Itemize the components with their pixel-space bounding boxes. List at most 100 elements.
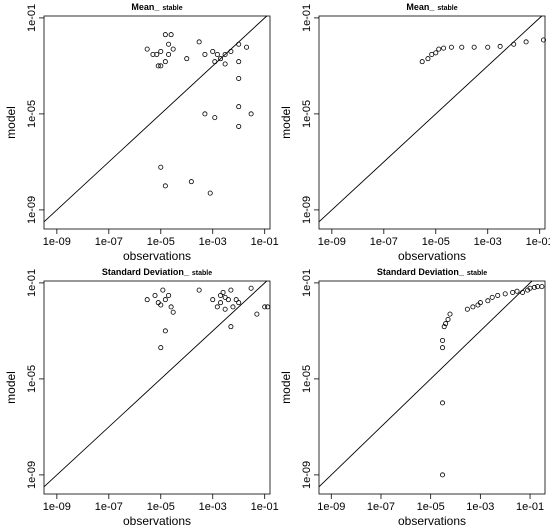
point [228, 287, 234, 293]
point [210, 48, 216, 54]
y-tick-label: 1e-01 [26, 269, 38, 297]
x-tick-label: 1e-03 [466, 501, 494, 513]
point [144, 297, 150, 303]
point [222, 294, 228, 300]
point [475, 302, 481, 308]
point [222, 306, 228, 312]
y-tick-label: 1e-09 [26, 461, 38, 489]
point [502, 291, 508, 297]
x-tick-label: 1e-07 [95, 236, 123, 248]
point [158, 164, 164, 170]
x-tick-label: 1e-07 [370, 236, 398, 248]
point [497, 43, 503, 49]
point [158, 302, 164, 308]
x-tick-label: 1e-05 [147, 501, 175, 513]
panel-title: Mean_ stable [406, 2, 457, 12]
point [236, 41, 242, 47]
x-tick-label: 1e-01 [251, 236, 279, 248]
point [441, 45, 447, 51]
point [228, 48, 234, 54]
point [520, 289, 526, 295]
point [248, 285, 254, 291]
point [188, 179, 194, 185]
point [220, 289, 226, 295]
point [218, 292, 224, 298]
point [540, 37, 546, 43]
point [144, 46, 150, 52]
point [485, 44, 491, 50]
point [170, 46, 176, 52]
point [170, 309, 176, 315]
point [236, 300, 242, 306]
y-axis-label: model [4, 106, 18, 139]
plot-box [43, 280, 271, 495]
point [447, 311, 453, 317]
point [152, 292, 158, 298]
point [419, 59, 425, 65]
point [464, 306, 470, 312]
y-tick-label: 1e-05 [301, 365, 313, 393]
point [429, 51, 435, 57]
x-tick-label: 1e-05 [417, 501, 445, 513]
y-tick-label: 1e-05 [26, 365, 38, 393]
y-axis-label: model [279, 371, 293, 404]
x-tick-label: 1e-09 [318, 236, 346, 248]
x-tick-label: 1e-01 [516, 501, 544, 513]
y-tick-label: 1e-01 [301, 4, 313, 32]
x-tick-label: 1e-09 [317, 501, 345, 513]
point [236, 104, 242, 110]
point [539, 284, 545, 290]
point [168, 32, 174, 38]
plot-box [318, 15, 546, 230]
x-axis-label: observations [123, 249, 191, 263]
point [202, 111, 208, 117]
panel: Standard Deviation_ stable 1e-09 1e-07 1e-05… [4, 267, 279, 528]
point [212, 115, 218, 121]
x-tick-label: 1e-05 [147, 236, 175, 248]
point [443, 321, 449, 327]
point [265, 304, 271, 310]
point [440, 400, 446, 406]
point [433, 50, 439, 56]
x-tick-label: 1e-09 [43, 501, 71, 513]
point [445, 316, 451, 322]
point [168, 304, 174, 310]
point [210, 297, 216, 303]
point [207, 190, 213, 196]
point [162, 297, 168, 303]
point [510, 289, 516, 295]
point [244, 44, 250, 50]
point [440, 337, 446, 343]
point [196, 287, 202, 293]
point [166, 51, 172, 57]
point [441, 324, 447, 330]
point [222, 51, 228, 57]
point [166, 292, 172, 298]
title-main: Mean_ [131, 2, 160, 12]
point [236, 75, 242, 81]
point [485, 298, 491, 304]
point [202, 51, 208, 57]
x-tick-label: 1e-01 [251, 501, 279, 513]
panel-title: Standard Deviation_ stable [102, 267, 212, 277]
point [222, 61, 228, 67]
point [214, 51, 220, 57]
point [214, 304, 220, 310]
point [470, 304, 476, 310]
y-tick-label: 1e-09 [301, 196, 313, 224]
y-axis-label: model [279, 106, 293, 139]
point [471, 44, 477, 50]
panel: Standard Deviation_ stable 1e-09 1e-07 1e-05… [279, 267, 546, 528]
point [531, 284, 537, 290]
x-tick-label: 1e-09 [43, 236, 71, 248]
point [158, 345, 164, 351]
point [158, 63, 164, 69]
x-axis-label: observations [398, 249, 466, 263]
point [254, 311, 260, 317]
y-tick-label: 1e-01 [26, 4, 38, 32]
title-main: Standard Deviation_ [377, 267, 465, 277]
point [440, 472, 446, 478]
identity-line [43, 280, 268, 488]
point [495, 292, 501, 298]
point [184, 56, 190, 62]
